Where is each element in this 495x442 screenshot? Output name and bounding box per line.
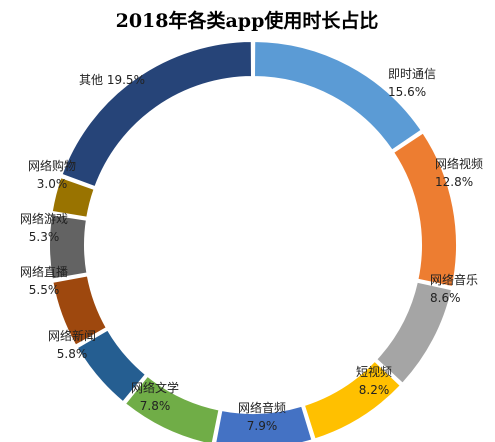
slice-label-11: 其他 19.5% (79, 73, 145, 87)
slice-labels: 即时通信 15.6% 网络视频 12.8% 网络音乐 8.6% 短视频 8.2% 网络音频 7.9… (20, 67, 483, 433)
slice-label-5: 网络音频 7.9% (238, 400, 286, 433)
slice-6 (123, 374, 221, 442)
chart-title: 2018年各类app使用时长占比 (116, 9, 379, 32)
slice-10 (50, 175, 96, 219)
slice-label-9: 网络游戏 5.3% (20, 211, 68, 244)
slice-4 (302, 359, 403, 441)
slice-label-10: 网络购物 3.0% (28, 158, 76, 191)
slice-11 (60, 39, 253, 189)
slice-3 (374, 280, 454, 386)
slice-8 (51, 274, 109, 347)
slices (48, 39, 458, 442)
slice-label-1: 即时通信 15.6% (388, 67, 436, 99)
slice-label-7: 网络新闻 5.8% (48, 328, 96, 361)
slice-1 (253, 39, 424, 152)
slice-label-3: 网络音乐 8.6% (430, 272, 478, 305)
slice-label-8: 网络直播 5.5% (20, 264, 68, 297)
slice-9 (48, 213, 89, 281)
slice-5 (214, 404, 314, 442)
slice-label-6: 网络文学 7.8% (131, 380, 179, 413)
slice-7 (75, 328, 148, 404)
slice-2 (391, 131, 458, 289)
slice-label-2: 网络视频 12.8% (435, 156, 483, 189)
slice-label-4: 短视频 8.2% (356, 364, 392, 397)
